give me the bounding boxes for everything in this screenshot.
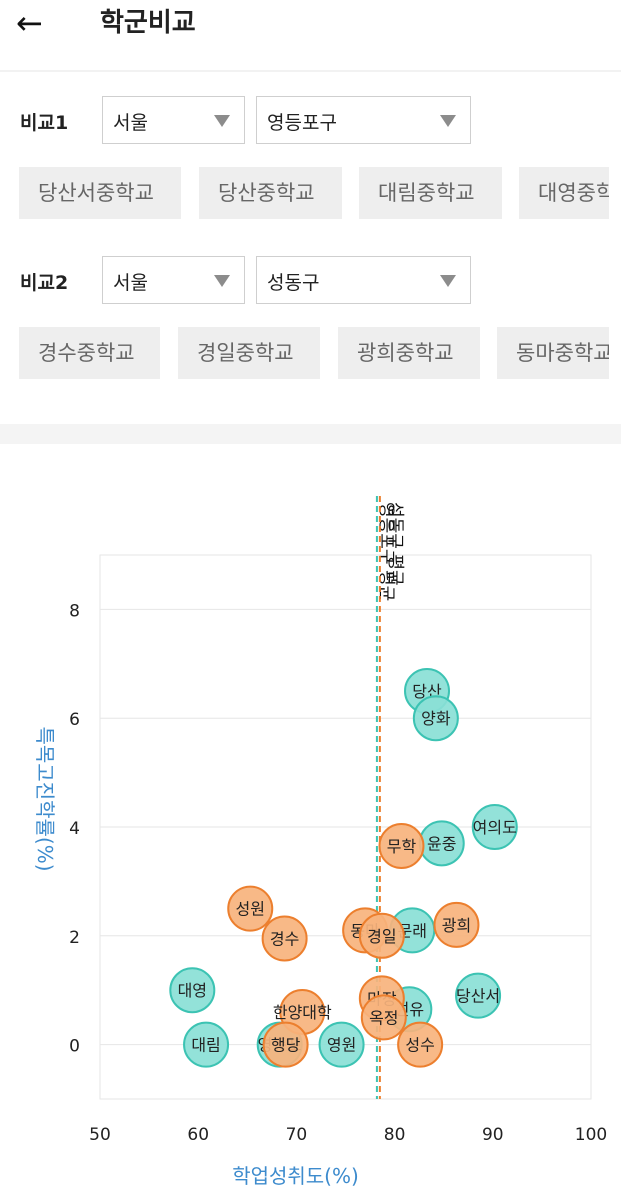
section-divider — [0, 424, 621, 444]
compare2-city-select[interactable]: 서울 — [102, 256, 245, 304]
dropdown-arrow-icon — [214, 115, 230, 127]
compare1-city-value: 서울 — [113, 112, 148, 134]
compare1-school-chips: 당산서중학교 당산중학교 대림중학교 대영중학교 — [0, 167, 609, 233]
data-point — [360, 994, 407, 1041]
school-chip[interactable]: 당산서중학교 — [19, 167, 181, 219]
compare2-school-chips: 경수중학교 경일중학교 광희중학교 동마중학교 — [0, 327, 609, 393]
school-chip[interactable]: 대림중학교 — [359, 167, 502, 219]
data-point-label: 대영 — [178, 981, 207, 1000]
x-tick-label: 80 — [384, 1125, 406, 1145]
compare1-label: 비교1 — [20, 112, 69, 134]
data-point — [378, 823, 425, 870]
data-point-label: 문래 — [398, 921, 427, 940]
data-point-label: 양화 — [421, 709, 451, 728]
data-point-label: 경수 — [270, 930, 299, 949]
y-tick-label: 2 — [69, 928, 80, 948]
back-arrow-icon[interactable]: ← — [16, 4, 43, 42]
x-tick-label: 50 — [89, 1125, 111, 1145]
data-point-label: 한양대학 — [273, 1003, 332, 1022]
dropdown-arrow-icon — [440, 275, 456, 287]
compare1-city-select[interactable]: 서울 — [102, 96, 245, 144]
data-point — [318, 1021, 365, 1068]
dropdown-arrow-icon — [214, 275, 230, 287]
compare2-row: 비교2 서울 성동구 — [0, 256, 621, 306]
x-tick-label: 90 — [482, 1125, 504, 1145]
compare1-district-value: 영등포구 — [267, 112, 337, 134]
data-point — [169, 967, 216, 1014]
data-point-label: 옥정 — [369, 1008, 398, 1027]
y-tick-label: 4 — [69, 819, 80, 839]
axis-ticks: 0 2 4 6 8 50 60 70 80 90 100 — [69, 601, 607, 1145]
compare1-row: 비교1 서울 영등포구 — [0, 96, 621, 146]
compare2-label: 비교2 — [20, 272, 69, 294]
data-point-label: 당산서 — [456, 987, 500, 1006]
x-axis-title: 학업성취도(%) — [232, 1164, 359, 1188]
data-point-label: 경일 — [367, 927, 396, 946]
compare2-district-select[interactable]: 성동구 — [256, 256, 471, 304]
data-point — [227, 885, 274, 932]
school-chip[interactable]: 당산중학교 — [199, 167, 342, 219]
data-point — [262, 1021, 309, 1068]
header-divider — [0, 70, 621, 72]
x-tick-label: 70 — [286, 1125, 308, 1145]
data-point-label: 성수 — [405, 1036, 434, 1055]
data-point-label: 윤중 — [427, 834, 456, 853]
data-point-label: 대림 — [191, 1036, 220, 1055]
data-point-label: 무학 — [387, 837, 417, 856]
y-tick-label: 0 — [69, 1037, 80, 1057]
school-chip[interactable]: 동마중학교 — [497, 327, 609, 379]
compare1-district-select[interactable]: 영등포구 — [256, 96, 471, 144]
data-point-label: 성원 — [236, 900, 265, 919]
school-chip[interactable]: 경수중학교 — [19, 327, 160, 379]
compare2-district-value: 성동구 — [267, 272, 320, 294]
y-tick-label: 6 — [69, 710, 80, 730]
y-axis-title: 특목고진학률(%) — [33, 726, 57, 871]
school-chip[interactable]: 광희중학교 — [338, 327, 480, 379]
y-tick-label: 8 — [69, 601, 80, 621]
data-point — [261, 915, 308, 962]
data-point — [412, 695, 459, 742]
page-title: 학군비교 — [100, 8, 196, 38]
data-point — [455, 972, 502, 1019]
data-point — [433, 901, 480, 948]
dropdown-arrow-icon — [440, 115, 456, 127]
app-header: ← 학군비교 — [0, 0, 621, 64]
x-tick-label: 100 — [575, 1125, 607, 1145]
average-line-label: 영등포구 평균 — [376, 502, 396, 601]
school-chip[interactable]: 대영중학교 — [519, 167, 609, 219]
data-point — [358, 912, 405, 959]
x-tick-label: 60 — [187, 1125, 209, 1145]
data-point — [183, 1021, 230, 1068]
data-point — [397, 1021, 444, 1068]
data-point-label: 광희 — [442, 916, 471, 935]
average-line-label: 성동구 평균 — [385, 502, 405, 586]
data-points: 당산양화여의도윤중문래대영당산서선유대림영등포영원무학성원광희동마경일경수마장한… — [169, 668, 518, 1068]
compare2-city-value: 서울 — [113, 272, 148, 294]
school-chip[interactable]: 경일중학교 — [178, 327, 320, 379]
data-point — [471, 804, 518, 850]
data-point-label: 영원 — [327, 1036, 356, 1055]
data-point-label: 행당 — [271, 1036, 301, 1055]
data-point-label: 여의도 — [473, 818, 517, 837]
